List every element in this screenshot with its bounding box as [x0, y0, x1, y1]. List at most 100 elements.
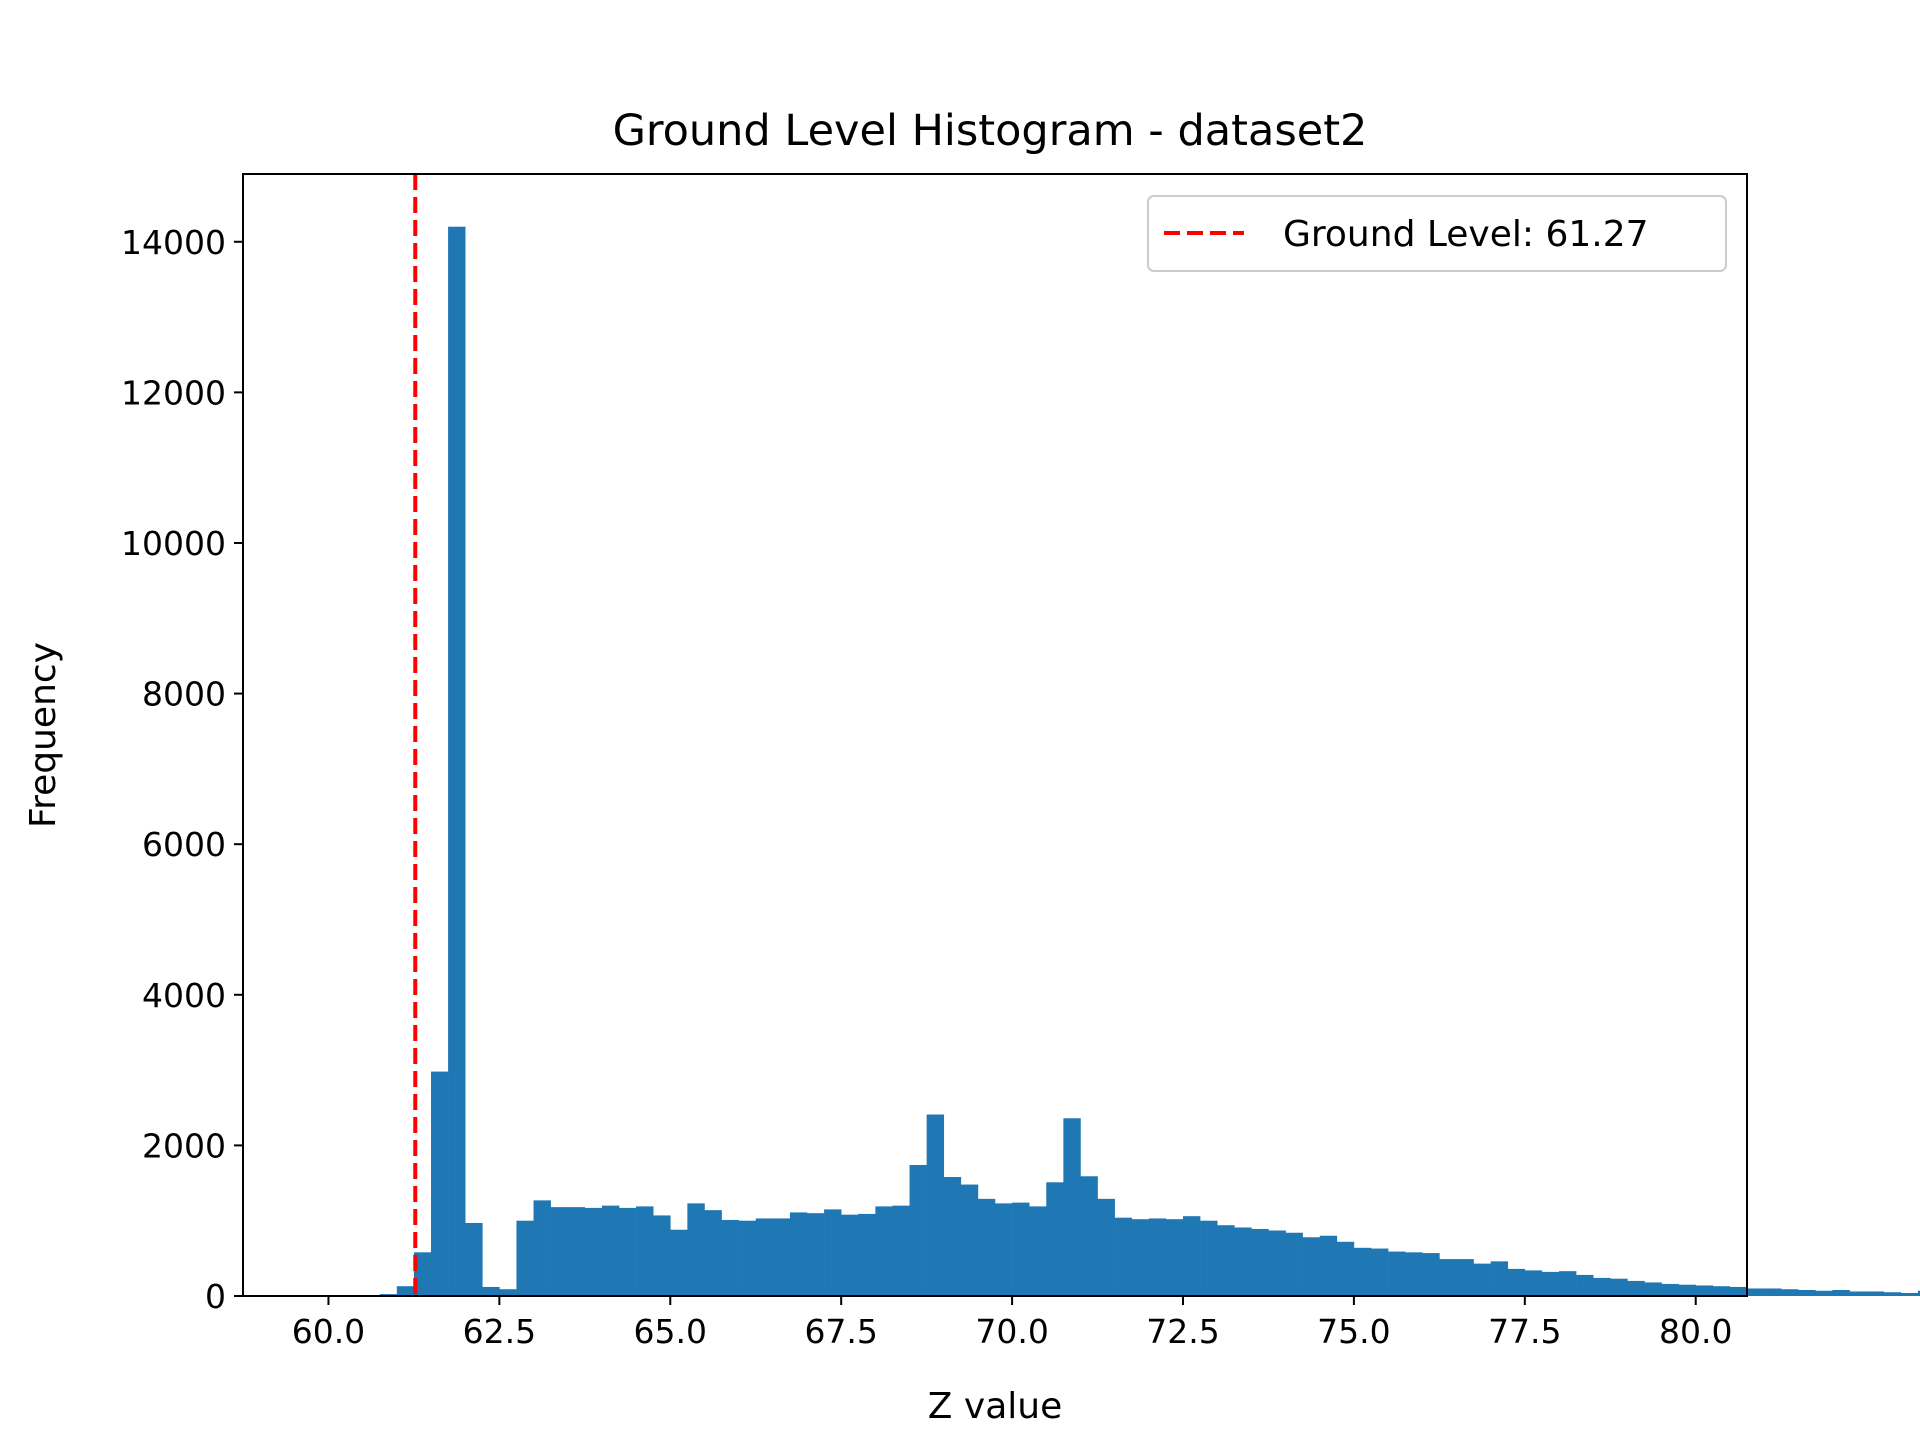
histogram-bar — [1097, 1198, 1115, 1296]
histogram-bar — [584, 1207, 603, 1296]
histogram-bar — [977, 1198, 996, 1296]
x-tick-label: 65.0 — [634, 1312, 707, 1351]
y-tick-label: 12000 — [121, 373, 226, 412]
plot-frame — [242, 173, 1748, 1297]
histogram-bar — [909, 1164, 927, 1296]
histogram-bar — [1815, 1290, 1833, 1296]
x-tick-label: 77.5 — [1488, 1312, 1561, 1351]
y-tick-label: 8000 — [142, 675, 226, 714]
histogram-bar — [1900, 1292, 1919, 1296]
histogram-bar — [567, 1207, 586, 1296]
legend-box — [1147, 195, 1727, 272]
histogram-bar — [704, 1210, 722, 1296]
histogram-bar — [1353, 1247, 1372, 1296]
x-tick-label: 75.0 — [1317, 1312, 1390, 1351]
histogram-bar — [1729, 1286, 1748, 1296]
histogram-bar — [1524, 1270, 1543, 1296]
histogram-bar — [465, 1222, 483, 1296]
legend: Ground Level: 61.27 — [1147, 195, 1727, 272]
histogram-bar — [1473, 1263, 1491, 1296]
x-tick-label: 80.0 — [1659, 1312, 1732, 1351]
histogram-bar — [943, 1177, 962, 1296]
histogram-bar — [1285, 1232, 1303, 1296]
histogram-bar — [1883, 1292, 1902, 1296]
histogram-bar — [1456, 1259, 1474, 1296]
histogram-bar — [413, 1252, 432, 1296]
histogram-bar — [396, 1286, 415, 1296]
y-axis-label: Frequency — [23, 642, 64, 828]
histogram-bar — [1439, 1259, 1457, 1296]
histogram-bar — [926, 1114, 945, 1296]
y-tick-label: 10000 — [121, 524, 226, 563]
legend-label: Ground Level: 61.27 — [1283, 214, 1649, 255]
histogram-bar — [1781, 1289, 1799, 1296]
x-tick-label: 70.0 — [975, 1312, 1048, 1351]
histogram-bar — [1200, 1220, 1218, 1296]
x-tick-label: 60.0 — [292, 1312, 365, 1351]
x-axis-ticks: 60.0 62.5 65.0 67.5 70.0 72.5 75.0 77.5 80.0 — [292, 1296, 1732, 1351]
x-tick-label: 62.5 — [463, 1312, 536, 1351]
histogram-bar — [1764, 1288, 1782, 1296]
x-tick-label: 72.5 — [1146, 1312, 1219, 1351]
histogram-bar — [1747, 1288, 1765, 1296]
histogram-bar — [1063, 1118, 1081, 1296]
histogram-bar — [1422, 1253, 1440, 1296]
histogram-bar — [601, 1205, 620, 1296]
histogram-bar — [1849, 1291, 1867, 1296]
histogram-bar — [1388, 1251, 1406, 1296]
y-tick-label: 2000 — [142, 1126, 226, 1165]
histogram-bar — [789, 1212, 808, 1296]
histogram-bar — [892, 1205, 910, 1296]
histogram-bar — [807, 1213, 825, 1296]
histogram-bar — [1114, 1217, 1133, 1296]
x-tick-label: 67.5 — [804, 1312, 877, 1351]
histogram-bar — [1610, 1278, 1628, 1296]
histogram-bar — [875, 1206, 893, 1296]
histogram-bar — [824, 1209, 842, 1296]
histogram-bar — [1336, 1241, 1355, 1296]
histogram-bar — [653, 1215, 671, 1296]
y-tick-label: 0 — [205, 1277, 226, 1316]
histogram-bar — [1165, 1219, 1184, 1296]
histogram-bar — [1541, 1271, 1560, 1296]
histogram-bar — [1644, 1282, 1662, 1296]
histogram-bar — [1046, 1182, 1064, 1296]
histogram-bar — [1559, 1271, 1577, 1296]
histogram-bar — [482, 1286, 500, 1296]
y-tick-label: 4000 — [142, 976, 226, 1015]
histogram-bar — [431, 1071, 449, 1296]
histogram-bar — [1593, 1277, 1611, 1296]
histogram-bar — [1080, 1176, 1098, 1296]
histogram-bar — [1917, 1290, 1920, 1296]
histogram-bar — [755, 1218, 774, 1296]
histogram-bar — [1234, 1227, 1252, 1296]
histogram-bar — [1251, 1228, 1269, 1296]
histogram-bar — [1131, 1219, 1150, 1296]
histogram-bar — [1012, 1202, 1030, 1296]
histogram-bar — [499, 1289, 517, 1296]
histogram-bar — [1678, 1284, 1697, 1296]
histogram-bar — [1576, 1274, 1594, 1296]
histogram-bar — [1798, 1289, 1816, 1296]
histogram-bar — [670, 1229, 688, 1296]
histogram-bar — [1319, 1235, 1338, 1296]
histogram-bar — [772, 1218, 791, 1296]
histogram-bar — [533, 1200, 551, 1296]
histogram-bar — [1371, 1248, 1389, 1296]
histogram-bar — [1866, 1291, 1885, 1296]
histogram-bar — [636, 1206, 654, 1296]
histogram-bar — [1148, 1218, 1167, 1296]
histogram-bar — [1268, 1230, 1286, 1296]
histogram-bar — [1217, 1225, 1235, 1296]
histogram-bar — [858, 1213, 876, 1296]
histogram-bar — [1405, 1252, 1423, 1296]
histogram-bar — [619, 1207, 637, 1296]
histogram-bar — [1661, 1283, 1679, 1296]
y-tick-label: 14000 — [121, 223, 226, 262]
histogram-bar — [1183, 1216, 1201, 1296]
histogram-bar — [1712, 1286, 1731, 1296]
histogram-bar — [721, 1219, 739, 1296]
histogram-bar — [1832, 1289, 1850, 1296]
y-tick-label: 6000 — [142, 825, 226, 864]
